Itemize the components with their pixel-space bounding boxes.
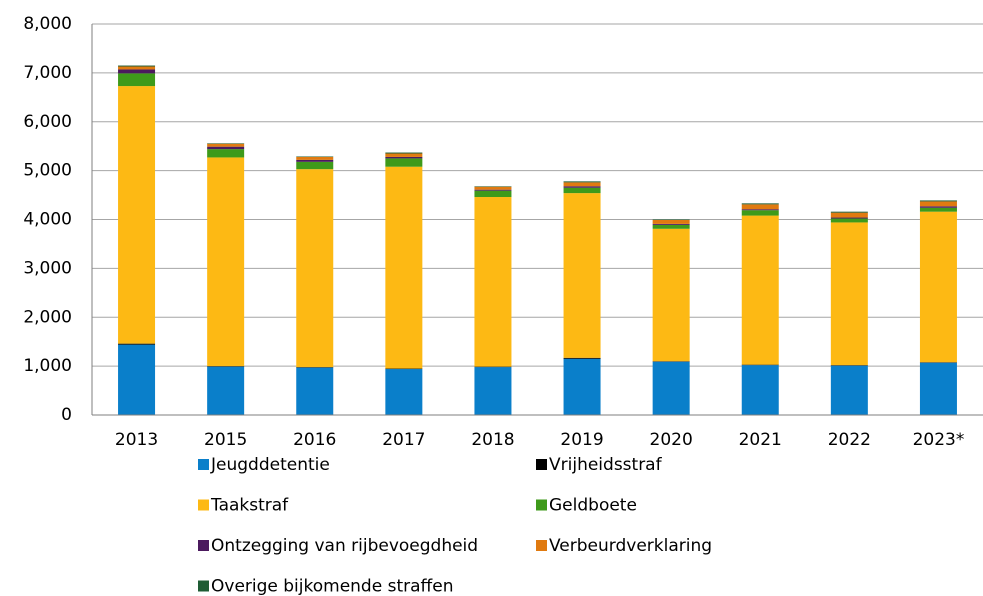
legend-swatch — [536, 540, 547, 551]
bar-segment — [563, 182, 601, 187]
bar-segment — [385, 153, 423, 157]
x-tick-label: 2016 — [293, 430, 336, 450]
legend-label: Vrijheidsstraf — [549, 455, 663, 475]
bar-segment — [385, 369, 423, 415]
x-tick-label: 2020 — [650, 430, 693, 450]
y-tick-label: 2,000 — [23, 307, 72, 327]
legend-label: Overige bijkomende straffen — [211, 577, 453, 596]
bar-segment — [563, 357, 601, 359]
x-tick-label: 2019 — [560, 430, 603, 450]
bar-segment — [741, 365, 779, 415]
y-tick-label: 7,000 — [23, 63, 72, 83]
bar-segment — [474, 186, 512, 190]
bar-segment — [919, 200, 957, 202]
bar-segment — [118, 86, 156, 344]
legend-label: Taakstraf — [210, 496, 289, 516]
legend-swatch — [198, 580, 209, 592]
bar-segment — [118, 66, 156, 70]
bar-segment — [296, 161, 334, 170]
bar-segment — [118, 344, 156, 415]
bar-segment — [741, 209, 779, 211]
bar-segment — [296, 367, 334, 415]
bar-segment — [830, 222, 868, 366]
bar-segment — [474, 367, 512, 415]
bar-segment — [919, 206, 957, 208]
legend-swatch — [536, 499, 547, 511]
bar-segment — [652, 219, 690, 224]
bar-segment — [563, 187, 601, 194]
x-tick-label: 2022 — [828, 430, 871, 450]
bar-segment — [652, 223, 690, 225]
bar-segment — [830, 218, 868, 223]
bar-segment — [207, 366, 245, 415]
legend-swatch — [198, 540, 209, 551]
x-tick-label: 2017 — [382, 430, 425, 450]
bar-segment — [741, 203, 779, 205]
bar-segment — [563, 358, 601, 415]
legend-swatch — [198, 499, 209, 511]
bar-segment — [919, 201, 957, 207]
y-tick-label: 8,000 — [23, 14, 72, 34]
bar-segment — [563, 193, 601, 358]
bar-segment — [474, 190, 512, 198]
legend-label: Jeugddetentie — [210, 455, 330, 475]
bar-segment — [296, 159, 334, 162]
bar-segment — [296, 169, 334, 368]
bar-segment — [118, 65, 156, 67]
bar-segment — [296, 156, 334, 160]
bar-segment — [830, 217, 868, 219]
bar-segment — [563, 186, 601, 188]
y-tick-label: 3,000 — [23, 258, 72, 278]
bar-segment — [919, 207, 957, 212]
legend-label: Verbeurdverklaring — [549, 536, 712, 556]
y-tick-label: 0 — [61, 405, 72, 425]
legend-swatch — [198, 459, 209, 470]
bar-segment — [741, 210, 779, 216]
bar-segment — [474, 197, 512, 367]
bar-segment — [118, 73, 156, 87]
bar-segment — [830, 365, 868, 415]
x-tick-label: 2013 — [115, 430, 158, 450]
bar-segment — [741, 215, 779, 365]
bar-segment — [118, 69, 156, 74]
bar-segment — [385, 152, 423, 154]
y-tick-label: 4,000 — [23, 210, 72, 230]
bar-segment — [207, 157, 245, 367]
legend-label: Geldboete — [549, 496, 637, 516]
x-tick-label: 2023* — [913, 430, 965, 450]
legend-swatch — [536, 459, 547, 470]
bar-segment — [830, 212, 868, 218]
bar-segment — [652, 361, 690, 415]
bar-segment — [741, 204, 779, 210]
bar-segment — [385, 166, 423, 369]
y-tick-label: 1,000 — [23, 356, 72, 376]
bar-segment — [118, 343, 156, 345]
y-tick-label: 5,000 — [23, 161, 72, 181]
bar-segment — [474, 189, 512, 191]
bar-segment — [563, 181, 601, 183]
bar-segment — [919, 362, 957, 415]
legend-label: Ontzegging van rijbevoegdheid — [211, 536, 478, 556]
bar-segment — [385, 156, 423, 159]
bar-segment — [652, 224, 690, 229]
bar-segment — [207, 143, 245, 147]
bar-segment — [919, 211, 957, 363]
x-tick-label: 2018 — [471, 430, 514, 450]
bar-segment — [207, 146, 245, 150]
bar-segment — [652, 228, 690, 362]
bar-segment — [207, 149, 245, 158]
x-tick-label: 2021 — [739, 430, 782, 450]
bar-segment — [830, 211, 868, 213]
bar-segment — [385, 158, 423, 167]
y-tick-label: 6,000 — [23, 112, 72, 132]
x-tick-label: 2015 — [204, 430, 247, 450]
